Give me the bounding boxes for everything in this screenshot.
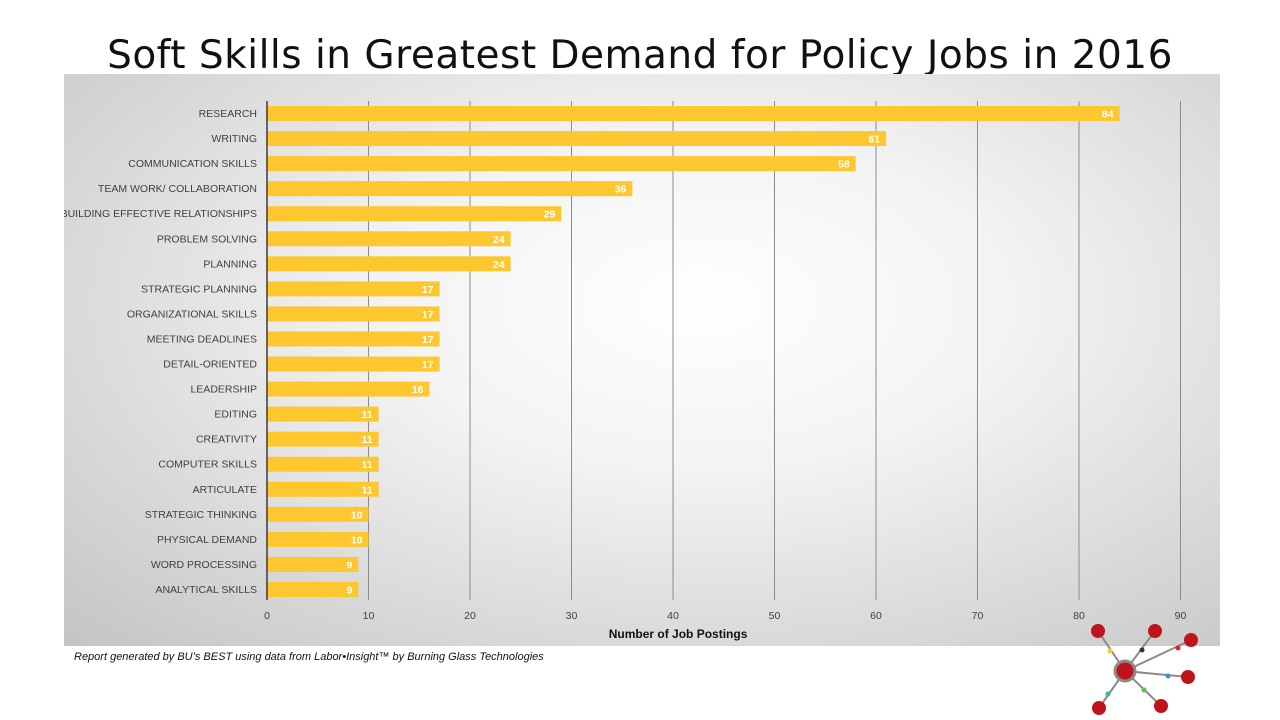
data-label: 9 — [347, 584, 353, 596]
data-label: 58 — [838, 159, 850, 171]
bar — [267, 406, 379, 422]
bar — [267, 256, 511, 272]
category-label: RESEARCH — [199, 108, 257, 120]
category-label: STRATEGIC PLANNING — [141, 283, 257, 295]
data-label: 24 — [493, 234, 505, 246]
x-tick-label: 10 — [363, 610, 375, 622]
category-label: WRITING — [212, 133, 258, 145]
category-label: TEAM WORK/ COLLABORATION — [98, 183, 257, 195]
bar — [267, 281, 440, 297]
category-label: DETAIL-ORIENTED — [163, 359, 257, 371]
category-label: EDITING — [214, 409, 257, 421]
data-label: 84 — [1102, 109, 1114, 121]
source-note: Report generated by BU’s BEST using data… — [74, 651, 544, 663]
data-label: 61 — [868, 134, 880, 146]
x-tick-label: 90 — [1175, 610, 1187, 622]
category-label: CREATIVITY — [196, 434, 257, 446]
data-label: 10 — [351, 534, 363, 546]
network-logo — [1091, 624, 1198, 715]
category-label: PLANNING — [203, 258, 257, 270]
bar — [267, 581, 359, 597]
data-label: 9 — [347, 559, 353, 571]
x-tick-label: 50 — [769, 610, 781, 622]
data-label: 29 — [544, 209, 556, 221]
category-label: BUILDING EFFECTIVE RELATIONSHIPS — [64, 208, 257, 220]
x-tick-label: 80 — [1073, 610, 1085, 622]
x-tick-label: 20 — [464, 610, 476, 622]
x-tick-label: 40 — [667, 610, 679, 622]
bar — [267, 231, 511, 247]
bar — [267, 381, 430, 397]
x-tick-label: 30 — [566, 610, 578, 622]
chart-title: Soft Skills in Greatest Demand for Polic… — [107, 33, 1173, 78]
x-axis-title: Number of Job Postings — [609, 627, 748, 641]
category-label: PHYSICAL DEMAND — [157, 534, 257, 546]
bar — [267, 206, 562, 222]
bar — [267, 156, 856, 172]
bar — [267, 331, 440, 347]
category-label: WORD PROCESSING — [151, 559, 257, 571]
bar-chart: 84 RESEARCH 61 WRITING 58 COMMUNICATION SKILL… — [64, 101, 1187, 641]
x-tick-label: 60 — [870, 610, 882, 622]
bar — [267, 106, 1120, 122]
bar — [267, 181, 633, 197]
data-label: 10 — [351, 509, 363, 521]
bar — [267, 506, 369, 522]
category-label: STRATEGIC THINKING — [145, 509, 257, 521]
bar — [267, 481, 379, 497]
category-label: PROBLEM SOLVING — [157, 233, 257, 245]
category-label: COMPUTER SKILLS — [158, 459, 257, 471]
data-label: 17 — [422, 359, 434, 371]
data-label: 17 — [422, 334, 434, 346]
bar — [267, 431, 379, 447]
bar — [267, 306, 440, 322]
data-label: 36 — [615, 184, 627, 196]
data-label: 11 — [362, 459, 373, 471]
bar — [267, 556, 359, 572]
bar — [267, 131, 887, 147]
data-label: 11 — [362, 434, 373, 446]
x-tick-label: 0 — [264, 610, 270, 622]
data-label: 24 — [493, 259, 505, 271]
data-label: 11 — [362, 484, 373, 496]
category-label: ARTICULATE — [193, 484, 257, 496]
data-label: 17 — [422, 284, 434, 296]
x-tick-label: 70 — [972, 610, 984, 622]
category-label: ANALYTICAL SKILLS — [155, 584, 257, 596]
category-label: ORGANIZATIONAL SKILLS — [127, 308, 257, 320]
bar — [267, 356, 440, 372]
category-label: COMMUNICATION SKILLS — [128, 158, 257, 170]
data-label: 17 — [422, 309, 434, 321]
data-label: 16 — [412, 384, 424, 396]
bar — [267, 456, 379, 472]
data-label: 11 — [362, 409, 373, 421]
bar — [267, 531, 369, 547]
category-label: MEETING DEADLINES — [147, 333, 257, 345]
category-label: LEADERSHIP — [190, 384, 257, 396]
chart-area: 84 RESEARCH 61 WRITING 58 COMMUNICATION SKILL… — [64, 74, 1220, 646]
